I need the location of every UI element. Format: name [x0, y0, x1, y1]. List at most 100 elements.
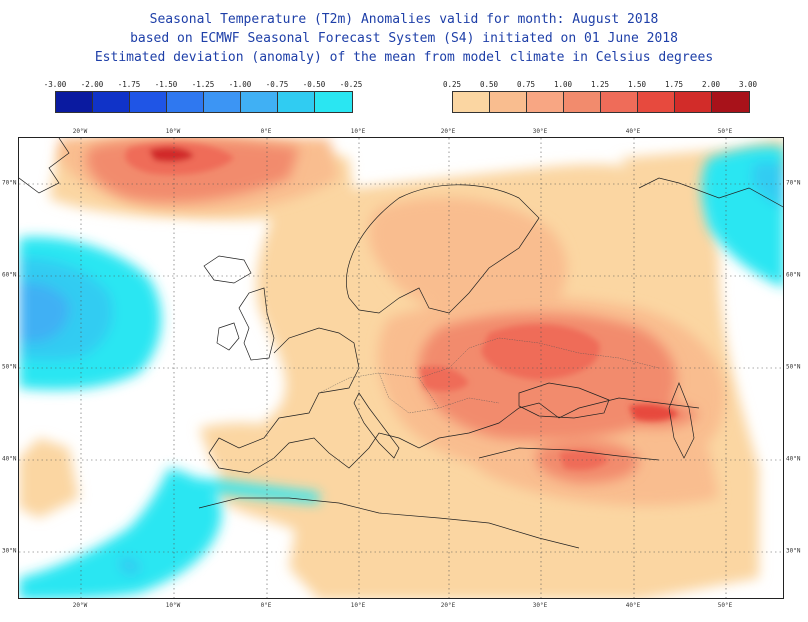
- legend_cold-swatch: [93, 92, 130, 112]
- graticule: [19, 138, 783, 598]
- coast-black-sea: [518, 382, 610, 419]
- longitude-tick-bottom: 0°E: [260, 602, 272, 609]
- warm-anomaly-core: [125, 142, 679, 470]
- coast-north-africa: [198, 497, 580, 549]
- warm-core-caucasus: [629, 404, 679, 422]
- warm-region-iberia: [199, 422, 319, 478]
- legend_warm-label: 1.25: [590, 80, 610, 89]
- anomaly-map: [18, 137, 784, 599]
- longitude-tick-bottom: 20°W: [72, 602, 88, 609]
- legend_warm-swatch: [601, 92, 638, 112]
- cold-anomaly-shading: [19, 146, 783, 598]
- longitude-tick-top: 20°E: [440, 128, 456, 135]
- legend_cold-swatch: [315, 92, 352, 112]
- legend_cold-swatch: [167, 92, 204, 112]
- legend_warm-label: 0.25: [442, 80, 462, 89]
- coast-europe-main: [208, 327, 700, 474]
- legend_warm-label: 1.75: [664, 80, 684, 89]
- warm-core-turkey: [559, 450, 609, 470]
- longitude-tick-top: 20°W: [72, 128, 88, 135]
- warm-region-north-africa: [289, 498, 579, 598]
- map-title: Seasonal Temperature (T2m) Anomalies val…: [0, 10, 808, 67]
- legend_warm-swatch: [527, 92, 564, 112]
- legend_cold-swatch: [278, 92, 315, 112]
- legend_warm-swatch: [675, 92, 712, 112]
- latitude-tick-left: 30°N: [2, 547, 17, 555]
- warm-region-scandinavia-050: [368, 197, 568, 322]
- cold-region-med-strip: [199, 478, 319, 503]
- latitude-tick-right: 50°N: [786, 363, 801, 371]
- legend_cold-swatch: [204, 92, 241, 112]
- country-borders: [318, 337, 660, 414]
- legend_cold-label: -0.75: [265, 80, 289, 89]
- latitude-tick-right: 40°N: [786, 455, 801, 463]
- coast-ireland: [216, 322, 240, 351]
- coast-iceland: [203, 255, 252, 284]
- legend_cold-label: -1.00: [228, 80, 252, 89]
- longitude-tick-top: 40°E: [625, 128, 641, 135]
- longitude-tick-bottom: 50°E: [717, 602, 733, 609]
- coast-turkey: [478, 447, 660, 461]
- cold-region-canaries: [19, 468, 222, 598]
- border-2: [378, 372, 440, 414]
- longitude-tick-top: 10°W: [165, 128, 181, 135]
- coast-caspian: [668, 382, 695, 459]
- latitude-tick-left: 50°N: [2, 363, 17, 371]
- legend_warm-swatch: [453, 92, 490, 112]
- legend_cold-swatch: [130, 92, 167, 112]
- longitude-tick-bottom: 20°E: [440, 602, 456, 609]
- latitude-tick-left: 70°N: [2, 179, 17, 187]
- warm-core-atlantic-max: [149, 147, 194, 162]
- cold-region-west-atlantic-core: [19, 282, 70, 343]
- title-line-1: Seasonal Temperature (T2m) Anomalies val…: [149, 12, 659, 27]
- longitude-tick-bottom: 40°E: [625, 602, 641, 609]
- cold-region-canaries-core: [118, 556, 141, 576]
- longitude-tick-top: 10°E: [350, 128, 366, 135]
- warm-legend-labels: 0.25 0.50 0.75 1.00 1.25 1.50 1.75 2.00 3.00: [440, 80, 770, 92]
- longitude-tick-bottom: 10°E: [350, 602, 366, 609]
- legend_warm-label: 0.50: [479, 80, 499, 89]
- latitude-tick-right: 30°N: [786, 547, 801, 555]
- coast-greenland: [19, 138, 70, 194]
- warm-core-ukraine: [419, 366, 469, 392]
- border-3: [448, 337, 540, 369]
- legend_cold-swatch: [241, 92, 278, 112]
- legend_warm-swatch: [490, 92, 527, 112]
- warm-core-russia: [481, 324, 600, 380]
- coast-britain: [238, 287, 275, 361]
- border-4: [418, 377, 500, 409]
- legend_cold-label: -3.00: [43, 80, 67, 89]
- legend_warm-swatch: [712, 92, 749, 112]
- title-line-2: based on ECMWF Seasonal Forecast System …: [130, 31, 678, 46]
- legend_cold-label: -1.50: [154, 80, 178, 89]
- warm-legend-colorbar: [452, 91, 750, 113]
- latitude-tick-left: 40°N: [2, 455, 17, 463]
- longitude-tick-bottom: 30°E: [532, 602, 548, 609]
- latitude-tick-right: 70°N: [786, 179, 801, 187]
- legend_warm-label: 2.00: [701, 80, 721, 89]
- cold-region-barents-core: [751, 161, 783, 208]
- longitude-tick-top: 0°E: [260, 128, 272, 135]
- coast-scandinavia: [346, 184, 540, 314]
- latitude-tick-right: 60°N: [786, 271, 801, 279]
- longitude-tick-top: 50°E: [717, 128, 733, 135]
- coastlines: [19, 138, 783, 549]
- anomaly-map-svg: [19, 138, 783, 598]
- legend_warm-label: 1.00: [553, 80, 573, 89]
- legend_cold-label: -0.25: [339, 80, 363, 89]
- legend_cold-label: -2.00: [80, 80, 104, 89]
- warm-region-atlantic-west: [19, 438, 79, 518]
- longitude-tick-top: 30°E: [532, 128, 548, 135]
- legend_warm-label: 0.75: [516, 80, 536, 89]
- legend_cold-swatch: [56, 92, 93, 112]
- legend_cold-label: -1.75: [117, 80, 141, 89]
- legend_warm-swatch: [638, 92, 675, 112]
- coast-barents: [638, 177, 783, 208]
- legend_warm-label: 1.50: [627, 80, 647, 89]
- longitude-tick-bottom: 10°W: [165, 602, 181, 609]
- legend_warm-swatch: [564, 92, 601, 112]
- border-5: [538, 342, 660, 369]
- coast-italy: [353, 392, 400, 459]
- latitude-tick-left: 60°N: [2, 271, 17, 279]
- cold-legend-labels: -3.00 -2.00 -1.75 -1.50 -1.25 -1.00 -0.75 -0.50…: [43, 80, 365, 92]
